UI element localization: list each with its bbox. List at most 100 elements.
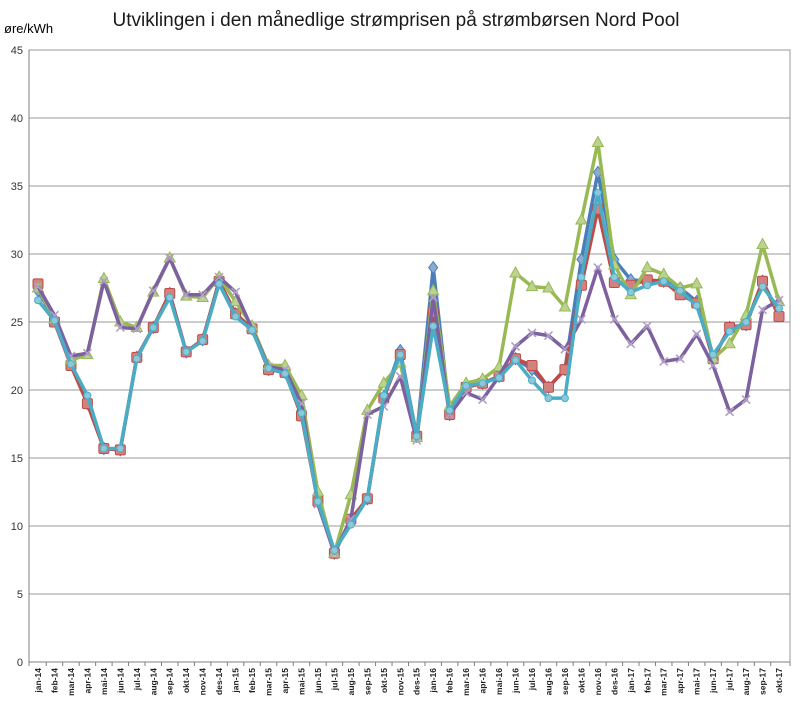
series-5-point (775, 304, 783, 313)
x-tick-label: des-16 (609, 668, 619, 695)
x-tick-label: okt-15 (379, 668, 389, 693)
x-tick-labels: jan-14 feb-14 mar-14 apr-14 mai-14 jun-14 jul-… (33, 668, 784, 696)
series-5-point (643, 281, 652, 290)
series-5-point (742, 318, 751, 326)
x-tick-label: jun-15 (313, 668, 323, 694)
series-3-point (723, 336, 736, 349)
series-1-point (428, 260, 439, 275)
series-5-point (593, 188, 602, 197)
series-5-point (346, 520, 355, 529)
x-tick-label: okt-17 (774, 668, 784, 693)
x-tick-label: jan-14 (33, 668, 43, 694)
series-4-point (609, 314, 619, 324)
gridlines (28, 49, 791, 663)
series-5-point (560, 394, 569, 403)
series-3-point (690, 276, 704, 289)
x-tick-label: nov-14 (198, 668, 208, 696)
series-4-line (36, 256, 781, 555)
x-tick-label: sep-17 (758, 668, 768, 695)
series-4-point (478, 394, 488, 405)
series-5-point (396, 350, 405, 359)
series-5-point (264, 364, 273, 373)
series-4-point (675, 354, 685, 364)
x-tick-label: feb-15 (247, 668, 257, 693)
series-5-point (149, 323, 158, 332)
y-tick-label: 45 (11, 45, 23, 57)
series-5-point (313, 497, 322, 506)
x-tick-label: jan-16 (428, 668, 438, 694)
x-tick-label: mar-16 (461, 668, 471, 696)
series-5-point (544, 394, 553, 403)
x-tick-label: mai-16 (494, 668, 504, 695)
series-5-point (182, 347, 191, 356)
series-5-line (36, 191, 781, 553)
x-tick-label: mar-17 (659, 668, 669, 696)
y-tick-label: 30 (11, 249, 23, 261)
series-5-point (248, 326, 257, 335)
series-2-point (526, 360, 538, 372)
x-tick-label: jul-14 (132, 668, 142, 691)
series-5-point (83, 391, 92, 400)
series-5-point (511, 356, 520, 365)
x-tick-label: apr-16 (478, 668, 488, 694)
series-4-point (692, 329, 702, 339)
series-5-point (577, 273, 586, 282)
x-tick-label: aug-15 (346, 668, 356, 696)
series-3-point (525, 279, 539, 292)
x-tick-label: sep-15 (362, 668, 372, 695)
series-4-point (576, 314, 586, 324)
series-4-point (33, 282, 43, 292)
series-3-point (575, 212, 588, 225)
series-4-point (510, 341, 521, 352)
series-4-point (757, 305, 768, 315)
plot-area (28, 49, 791, 663)
series-5-point (66, 360, 75, 369)
series-5-point (297, 409, 306, 418)
series-4-point (428, 292, 438, 303)
series-5-point (478, 379, 487, 388)
x-tick-label: jul-16 (527, 668, 537, 691)
series-3-point (558, 300, 572, 312)
series-5-point (676, 286, 685, 295)
x-tick-label: apr-17 (675, 668, 685, 694)
series-5-point (445, 406, 454, 415)
x-tick-label: jun-14 (115, 668, 125, 694)
x-tick-label: jul-15 (329, 668, 339, 691)
x-tick-label: mai-14 (99, 668, 109, 695)
axes (28, 50, 791, 666)
series-5-point (610, 273, 619, 282)
series-5-point (462, 381, 471, 390)
y-tick-label: 20 (11, 385, 23, 397)
series-4-point (626, 339, 636, 349)
series-4-point (148, 286, 158, 296)
x-tick-label: mai-17 (692, 668, 702, 695)
x-tick-label: aug-17 (741, 668, 751, 696)
series-4-point (198, 290, 208, 300)
x-tick-label: jan-15 (231, 668, 241, 694)
x-tick-label: mai-15 (296, 668, 306, 695)
x-tick-label: jun-17 (708, 668, 718, 694)
series-4-point (165, 253, 175, 263)
x-tick-label: apr-15 (280, 668, 290, 694)
x-tick-label: jan-17 (626, 668, 636, 694)
series-4-point (659, 356, 669, 367)
series-4-point (115, 322, 125, 333)
series-5-point (116, 444, 125, 453)
series-5-point (659, 277, 668, 286)
series-5-point (495, 373, 504, 382)
x-tick-label: okt-14 (181, 668, 191, 693)
y-tick-label: 35 (11, 181, 23, 193)
series-4-point (99, 276, 109, 286)
series-5-point (50, 316, 59, 325)
series-4-point (181, 290, 191, 300)
x-tick-label: jun-16 (511, 668, 521, 694)
series-4-point (741, 394, 751, 405)
x-tick-label: aug-16 (543, 668, 553, 696)
series-5-point (34, 296, 42, 305)
series-5-point (725, 327, 734, 336)
series-5-point (379, 391, 388, 400)
series-5-point (132, 354, 141, 363)
series-5-point (429, 322, 438, 331)
series-3-point (426, 283, 440, 296)
series-5-point (99, 444, 108, 453)
